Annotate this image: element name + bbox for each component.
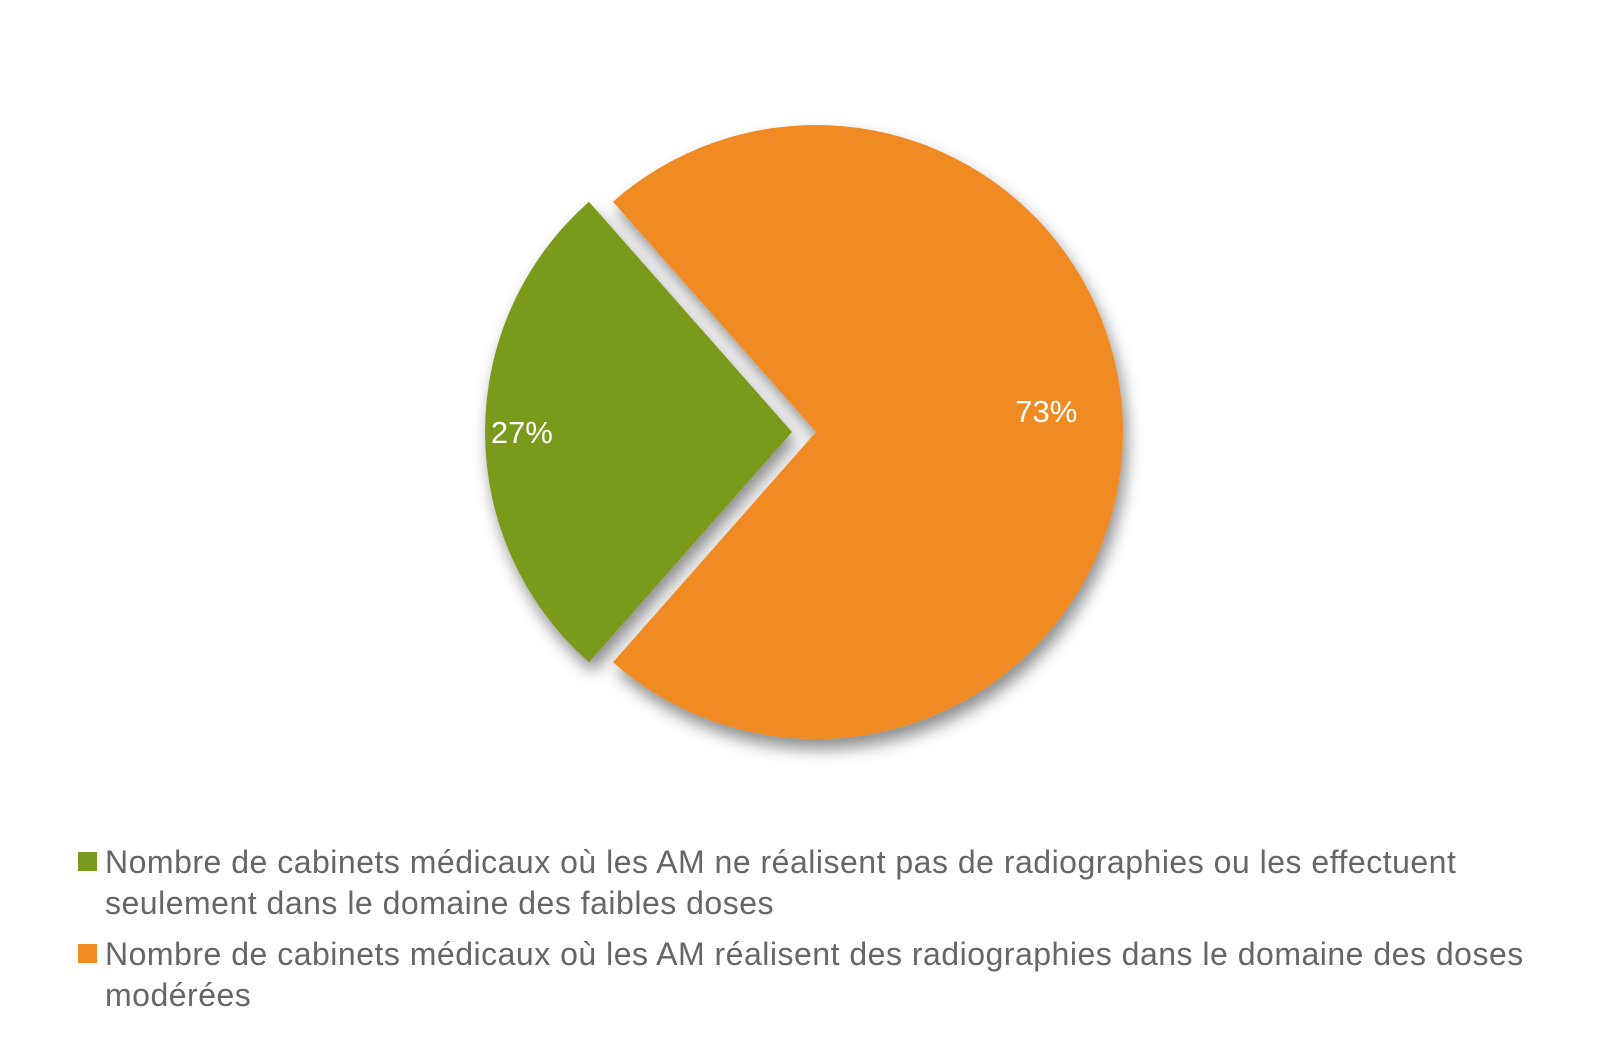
legend-text: Nombre de cabinets médicaux où les AM ne…: [105, 844, 1457, 921]
legend-swatch: [78, 944, 97, 963]
pie-slice: [612, 124, 1123, 739]
legend-swatch: [78, 852, 97, 871]
data-label: 27%: [491, 415, 553, 450]
pie-slice: [484, 201, 792, 663]
data-label: 73%: [1015, 394, 1077, 429]
chart: 27% 73%: [484, 124, 1123, 739]
pie: [484, 124, 1123, 739]
legend-item: Nombre de cabinets médicaux où les AM ne…: [78, 842, 1578, 924]
legend-text: Nombre de cabinets médicaux où les AM ré…: [105, 936, 1524, 1013]
legend-item: Nombre de cabinets médicaux où les AM ré…: [78, 934, 1578, 1016]
legend: Nombre de cabinets médicaux où les AM ne…: [78, 842, 1578, 1026]
